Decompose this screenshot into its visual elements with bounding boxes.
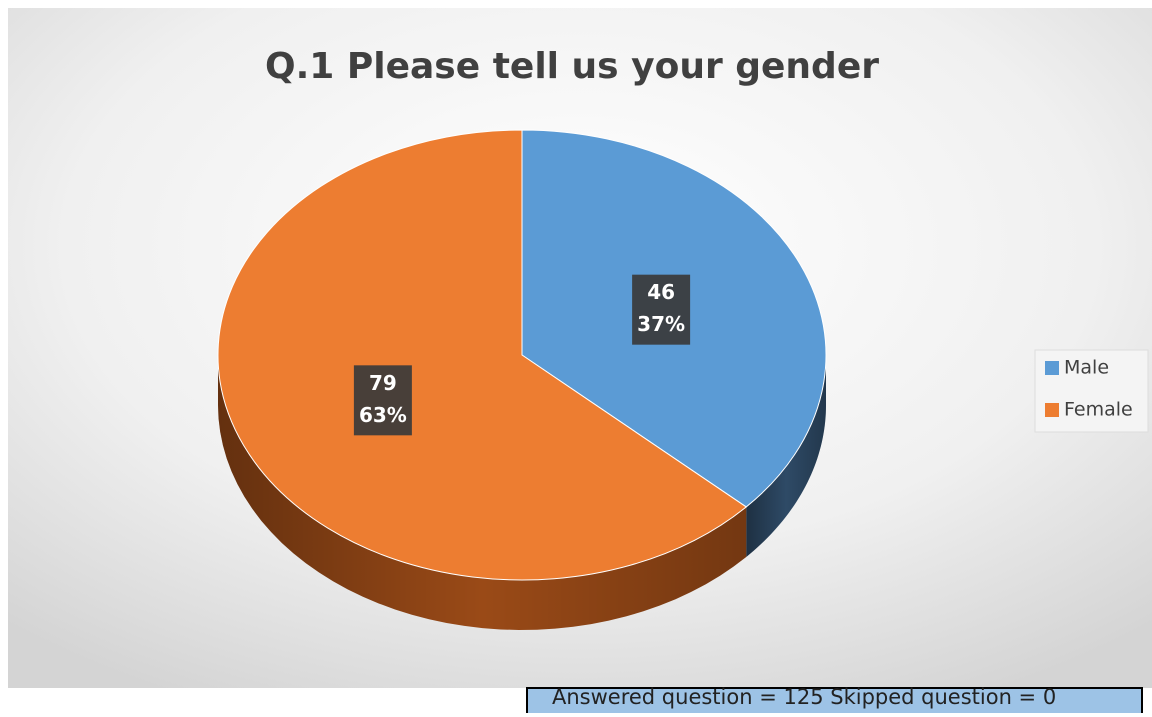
legend-swatch [1045, 403, 1059, 417]
legend-label: Male [1064, 357, 1109, 379]
data-label-box [353, 365, 412, 436]
legend-label: Female [1064, 399, 1133, 421]
slice-side-shade [746, 355, 826, 557]
data-label: 79 [369, 371, 397, 395]
data-label-percent: 37% [637, 312, 685, 336]
chart-title: Q.1 Please tell us your gender [265, 46, 879, 87]
slice [217, 129, 748, 581]
annotation-box [526, 687, 1143, 717]
data-label: 46 [647, 280, 675, 304]
annotation: Answered question = 125 Skipped question… [552, 685, 1056, 709]
data-label-percent: 63% [359, 403, 407, 427]
legend-swatch [1045, 361, 1059, 375]
slice-side-shade [218, 355, 747, 630]
pie: 46 37% 79 63% [217, 129, 827, 630]
data-label-box [632, 274, 691, 345]
